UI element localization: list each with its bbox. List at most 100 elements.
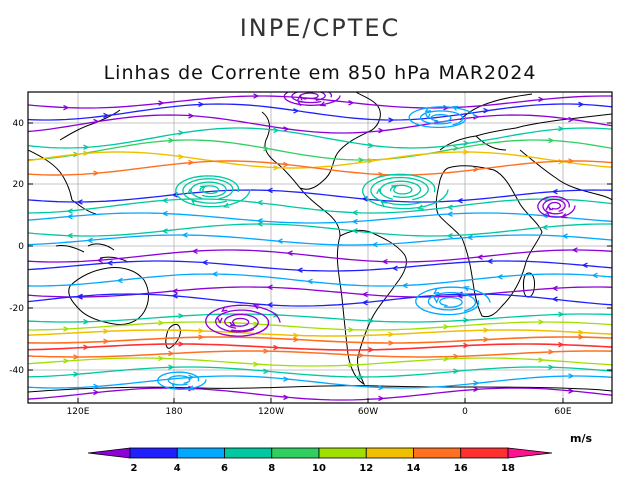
flow-arrow	[433, 288, 440, 295]
streamline	[28, 139, 612, 161]
flow-arrow	[93, 383, 100, 390]
flow-arrow	[319, 101, 326, 107]
lon-tick-label: 60E	[554, 407, 571, 417]
flow-arrow	[443, 323, 450, 330]
streamline	[28, 350, 612, 358]
flow-arrow	[358, 352, 365, 359]
flow-arrow	[296, 267, 303, 273]
flow-arrow	[551, 188, 558, 195]
streamline	[362, 173, 449, 210]
streamline	[28, 189, 612, 203]
flow-arrow	[221, 306, 228, 312]
flow-arrow	[201, 259, 208, 266]
streamline	[28, 160, 612, 176]
flow-arrow	[297, 100, 304, 107]
flow-arrow	[266, 284, 273, 291]
flow-arrow	[76, 293, 83, 300]
flow-arrow	[446, 211, 453, 217]
flow-arrow	[223, 202, 230, 208]
flow-arrow	[211, 271, 218, 277]
flow-arrow	[253, 304, 260, 310]
flow-arrow	[571, 247, 578, 253]
flow-arrow	[443, 356, 450, 362]
map-title: Linhas de Corrente em 850 hPa MAR2024	[103, 62, 537, 84]
flow-arrow	[473, 386, 480, 393]
streamline	[28, 357, 612, 367]
flow-arrow	[541, 224, 548, 231]
flow-arrow	[83, 150, 90, 157]
flow-arrow	[561, 233, 568, 239]
flow-arrow	[591, 272, 598, 279]
flow-arrow	[453, 145, 460, 152]
colorbar-cell	[460, 447, 509, 459]
streamline	[439, 296, 463, 308]
flow-arrow	[116, 277, 123, 284]
flow-arrow	[188, 385, 195, 391]
flow-arrow	[371, 241, 378, 248]
colorbar-cell	[224, 447, 273, 459]
flow-arrow	[106, 260, 113, 266]
flow-arrow	[266, 187, 273, 194]
flow-arrow	[283, 126, 290, 132]
flow-arrow	[286, 250, 293, 256]
streamline	[28, 387, 612, 401]
coast-north-america	[261, 92, 381, 237]
flow-arrow	[401, 282, 408, 289]
flow-arrow	[451, 105, 459, 111]
flow-arrow	[568, 373, 575, 379]
flow-arrow	[168, 364, 175, 370]
flow-arrow	[368, 347, 375, 353]
flow-arrow	[463, 342, 470, 349]
flow-arrow	[73, 354, 80, 360]
flow-arrow	[93, 170, 100, 176]
flow-arrow	[446, 204, 453, 211]
streamline	[229, 317, 250, 327]
flow-arrow	[253, 93, 260, 99]
flow-arrow	[463, 149, 470, 155]
streamline	[427, 291, 477, 312]
flow-arrow	[348, 100, 355, 106]
streamline	[28, 329, 612, 337]
flow-arrow	[578, 334, 585, 340]
colorbar-label: 18	[501, 463, 515, 474]
flow-arrow	[158, 320, 165, 326]
streamline	[419, 110, 464, 126]
streamline	[175, 175, 251, 208]
flow-arrow	[483, 336, 490, 343]
flow-arrow	[103, 338, 110, 345]
flow-arrow	[463, 317, 470, 323]
streamline	[28, 366, 612, 378]
flow-arrow	[256, 221, 263, 227]
colorbar-cell	[413, 447, 462, 459]
flow-arrow	[558, 126, 565, 132]
flow-arrow	[178, 341, 185, 347]
flow-arrow	[358, 374, 365, 380]
flow-arrow	[263, 145, 270, 152]
flow-arrow	[306, 278, 313, 285]
coast-europe-asia	[439, 93, 612, 201]
flow-arrow	[560, 213, 568, 219]
streamline	[415, 286, 491, 316]
flow-arrow	[96, 257, 103, 264]
flow-arrow	[86, 237, 93, 244]
streamline	[28, 260, 612, 272]
flow-arrow	[253, 361, 260, 367]
flow-arrow	[473, 380, 480, 386]
flow-arrow	[293, 332, 300, 339]
flow-arrow	[378, 171, 385, 178]
flow-arrow	[417, 204, 424, 210]
colorbar-cell	[318, 447, 367, 459]
flow-arrow	[486, 258, 493, 264]
flow-arrow	[538, 96, 545, 103]
lat-tick-label: -40	[9, 366, 24, 376]
streamline	[430, 114, 452, 123]
flow-arrow	[361, 299, 368, 306]
map-grid	[28, 92, 612, 403]
flow-arrow	[161, 228, 168, 234]
flow-arrow	[63, 104, 70, 111]
flow-arrow	[178, 130, 185, 136]
flow-arrow	[388, 331, 395, 338]
lon-tick-label: 0	[462, 407, 468, 417]
flow-arrow	[293, 108, 300, 114]
